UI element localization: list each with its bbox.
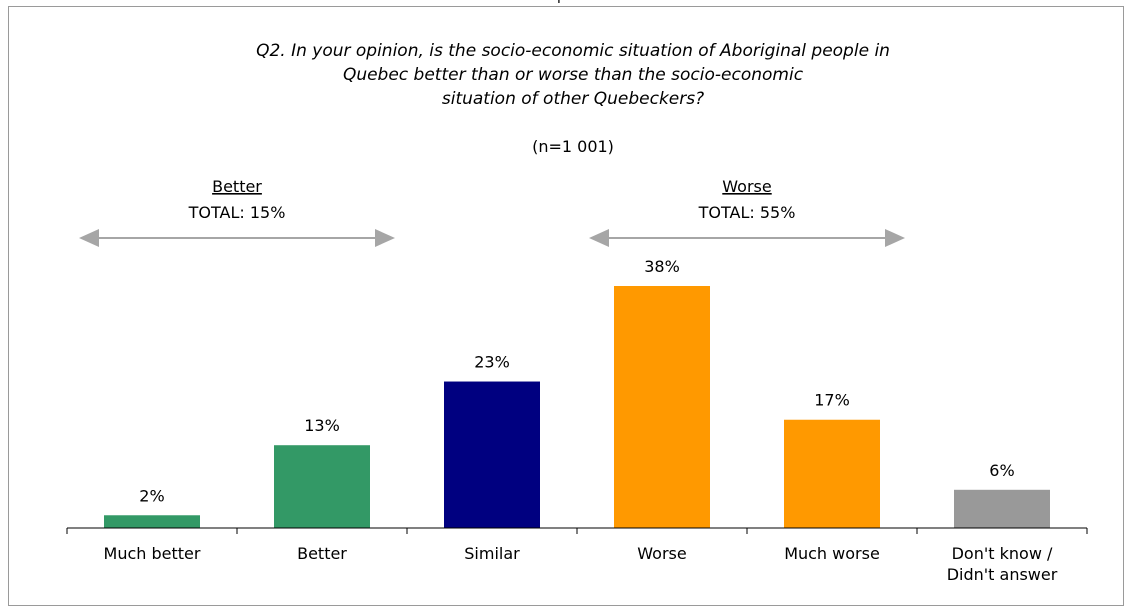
category-label: Don't know / — [952, 544, 1053, 563]
title-line: Q2. In your opinion, is the socio-econom… — [256, 41, 890, 61]
double-arrow — [589, 229, 905, 247]
value-label: 2% — [139, 486, 164, 505]
chart-frame — [8, 6, 1124, 606]
bar — [444, 381, 540, 528]
bars: 2% 13% 23% 38% 17% 6% — [104, 257, 1050, 528]
value-label: 6% — [989, 461, 1014, 480]
category-label: Much worse — [784, 544, 880, 563]
category-label: Better — [297, 544, 347, 563]
bar — [954, 489, 1050, 528]
bar — [104, 515, 200, 528]
value-label: 23% — [474, 353, 510, 372]
chart-subtitle: (n=1 001) — [532, 137, 614, 156]
x-axis: Much better Better Similar Worse Much worse D… — [66, 527, 1088, 584]
group-total: TOTAL: 15% — [188, 203, 286, 222]
page-header: p — [557, 0, 566, 4]
group-title: Worse — [722, 177, 771, 196]
value-label: 38% — [644, 257, 680, 276]
category-label: Much better — [104, 544, 201, 563]
group-total: TOTAL: 55% — [698, 203, 796, 222]
group-annotations: Better TOTAL: 15% Worse TOTAL: 55% — [79, 177, 905, 247]
double-arrow — [79, 229, 395, 247]
value-label: 17% — [814, 391, 850, 410]
category-label: Similar — [464, 544, 520, 563]
bar — [614, 286, 710, 528]
bar — [274, 445, 370, 528]
value-label: 13% — [304, 416, 340, 435]
group-title: Better — [212, 177, 262, 196]
title-line: Quebec better than or worse than the soc… — [343, 65, 804, 85]
category-label: Didn't answer — [947, 565, 1058, 584]
bar — [784, 419, 880, 528]
category-label: Worse — [637, 544, 686, 563]
chart-title: Q2. In your opinion, is the socio-econom… — [256, 41, 890, 109]
title-line: situation of other Quebeckers? — [442, 89, 704, 109]
